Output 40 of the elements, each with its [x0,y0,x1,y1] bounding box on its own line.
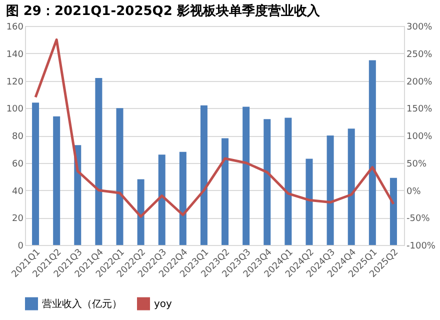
y2-tick-label: 200% [406,77,433,88]
bar [368,60,376,245]
y-tick-label: 80 [12,132,24,142]
y2-tick-label: -100% [406,242,436,252]
y2-tick-label: 0% [406,186,422,197]
bar [95,78,102,245]
chart-title: 图 29：2021Q1-2025Q2 影视板块单季度营业收入 [6,3,321,19]
legend-label: 营业收入（亿元） [42,298,122,310]
y-tick-label: 0 [18,242,24,252]
bar [200,105,208,245]
bar [326,136,334,245]
legend-label: yoy [154,298,172,310]
bar [53,116,60,245]
y-tick-label: 160 [6,22,24,32]
bar [116,108,124,245]
y-tick-label: 20 [12,214,24,224]
bar [137,179,144,245]
bar [242,106,250,245]
bar [179,152,186,245]
y-tick-label: 100 [6,104,24,115]
bar [284,118,292,245]
bar [390,178,397,245]
bar [32,102,40,245]
y-tick-label: 60 [12,159,24,170]
bar [306,158,313,245]
y2-tick-label: 50% [406,159,427,170]
y-tick-label: 40 [12,186,24,197]
bar [158,154,166,245]
line-series [34,38,395,218]
y2-tick-label: 100% [406,132,433,142]
y2-tick-label: 150% [406,104,433,115]
bar [264,119,271,245]
y2-tick-label: -50% [406,214,430,224]
bar [222,138,229,245]
y2-tick-label: 250% [406,50,433,60]
bar [348,128,355,245]
bar [74,145,82,245]
y-tick-label: 120 [6,77,24,88]
y2-tick-label: 300% [406,22,433,32]
y-tick-label: 140 [6,50,24,60]
